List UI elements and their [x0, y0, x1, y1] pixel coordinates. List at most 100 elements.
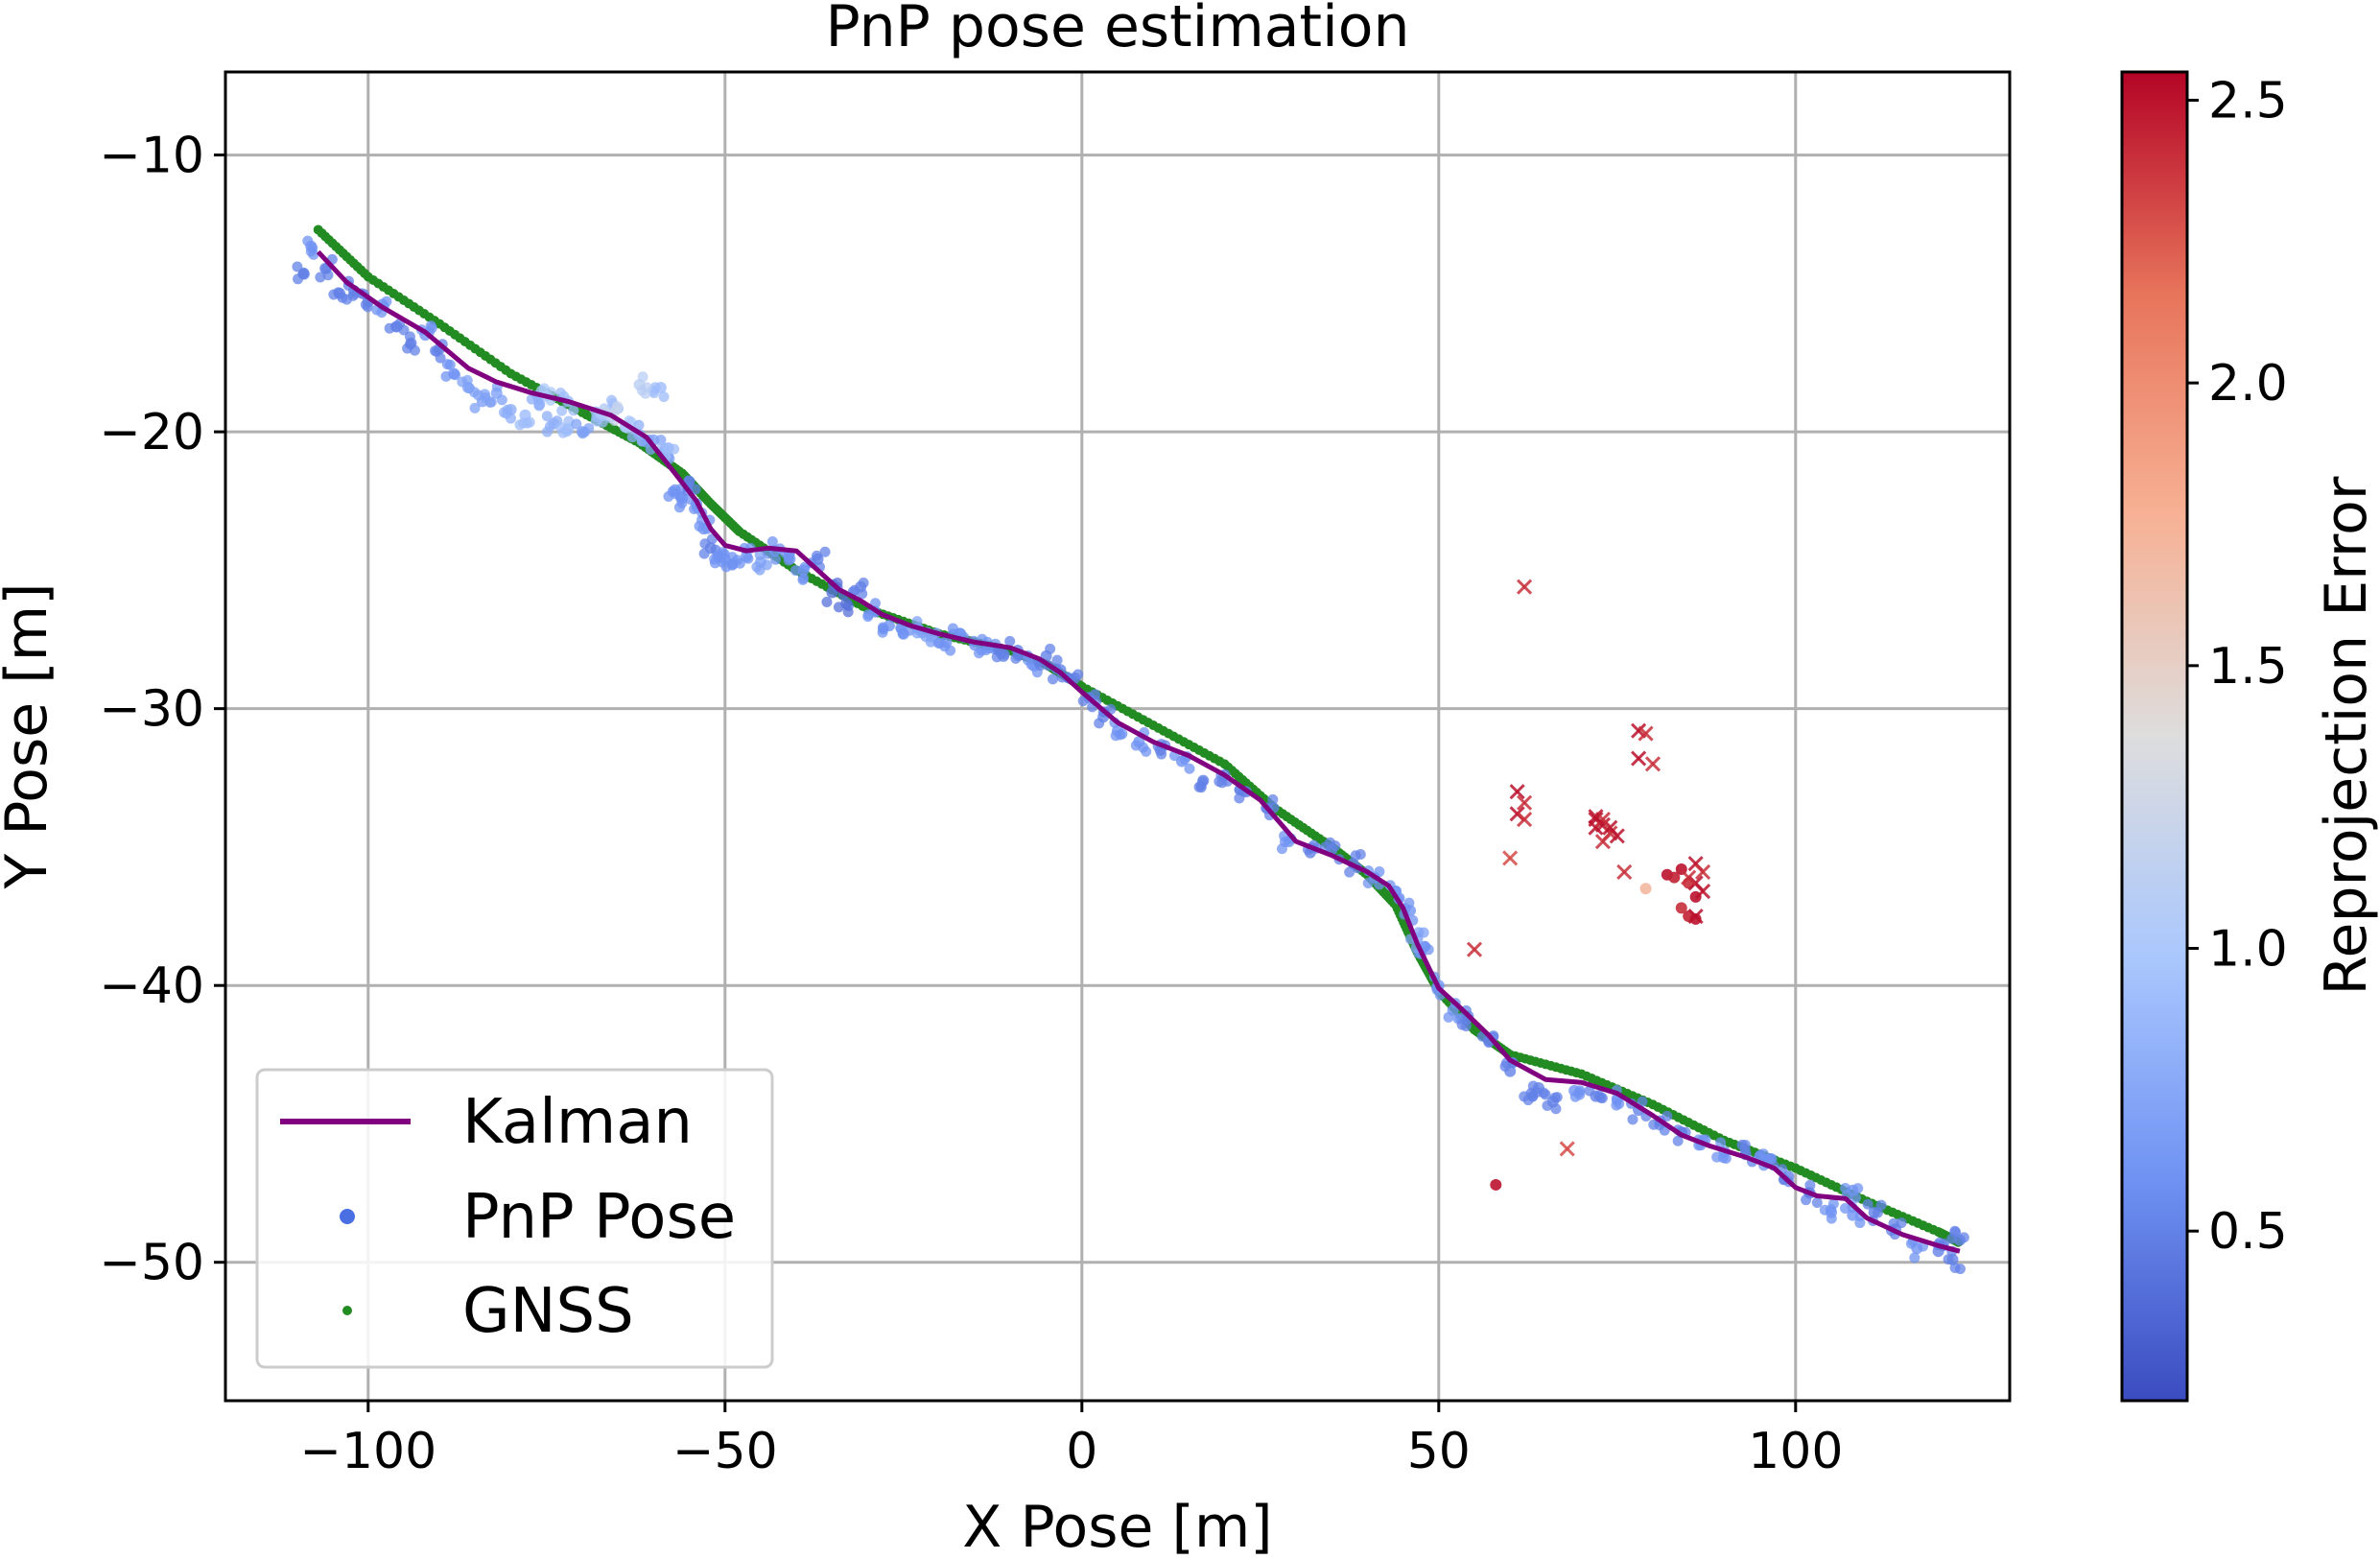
- y-tick-label: −30: [99, 681, 204, 739]
- legend-box: [255, 1068, 774, 1369]
- outlier-cross-stroke: [1466, 941, 1483, 957]
- pnp-pose-point: [1443, 1011, 1454, 1023]
- pnp-pose-point: [734, 557, 745, 569]
- outlier-cross: [1594, 834, 1611, 850]
- colorbar-tick-label: 2.5: [2208, 72, 2288, 130]
- pnp-pose-point: [1045, 643, 1056, 654]
- pnp-pose-point: [1330, 840, 1341, 852]
- pnp-pose-point: [568, 405, 579, 416]
- pnp-pose-point: [305, 246, 317, 257]
- pnp-pose-point: [1276, 843, 1287, 855]
- pnp-pose-point: [1612, 1095, 1623, 1106]
- pnp-pose-point: [381, 295, 392, 307]
- outlier-series: [1466, 579, 1711, 1191]
- pnp-pose-point: [1051, 654, 1063, 666]
- colorbar-tick-label: 2.0: [2208, 355, 2288, 413]
- pnp-pose-point: [1193, 781, 1205, 792]
- pnp-pose-point: [1801, 1194, 1812, 1206]
- outlier-cross-stroke: [1588, 809, 1604, 825]
- pnp-pose-point: [1362, 877, 1374, 888]
- pnp-pose-point: [1403, 897, 1415, 909]
- outlier-cross-stroke: [1681, 869, 1697, 886]
- outlier-cross-stroke: [1631, 750, 1647, 767]
- outlier-cross-stroke: [1631, 722, 1647, 739]
- outlier-cross-stroke: [1594, 812, 1611, 828]
- pnp-pose-point: [980, 644, 992, 655]
- pnp-pose-point: [501, 408, 512, 419]
- pnp-pose-point: [797, 574, 809, 585]
- pnp-pose-point: [390, 321, 402, 333]
- outlier-cross-stroke: [1602, 819, 1618, 836]
- colorbar-ticks: 0.5 1.0 1.5 2.0 2.5: [2187, 72, 2288, 1261]
- pnp-pose-point: [673, 502, 685, 513]
- outlier-cross-stroke: [1517, 812, 1533, 828]
- pnp-pose-point: [1551, 1092, 1563, 1103]
- pnp-pose-point: [441, 359, 453, 370]
- pnp-pose-point: [670, 487, 681, 499]
- pnp-pose-point: [849, 584, 860, 596]
- pnp-pose-point: [1839, 1203, 1850, 1215]
- pnp-pose-point: [484, 396, 496, 408]
- pnp-pose-point: [1661, 1110, 1673, 1122]
- y-axis-ticks: −10 −20 −30 −40 −50: [99, 128, 225, 1292]
- outlier-cross: [1644, 756, 1661, 772]
- outlier-cross: [1517, 812, 1533, 828]
- legend-pnp-label: PnP Pose: [462, 1182, 736, 1253]
- y-axis-label: Y Pose [m]: [0, 583, 60, 890]
- grid: [225, 72, 2010, 1401]
- pnp-pose-point: [1574, 1089, 1586, 1100]
- outlier-point: [1639, 883, 1652, 895]
- pnp-pose-point: [877, 622, 888, 633]
- x-tick-label: −50: [672, 1423, 778, 1480]
- pnp-pose-point: [1862, 1198, 1873, 1210]
- pnp-pose-point: [1627, 1114, 1638, 1125]
- pnp-pose-point: [819, 546, 831, 557]
- pnp-pose-point: [449, 369, 460, 381]
- pnp-pose-point: [1819, 1204, 1830, 1216]
- legend-gnss-label: GNSS: [462, 1276, 634, 1347]
- pnp-pose-point: [469, 402, 481, 413]
- x-tick-label: 0: [1066, 1423, 1097, 1480]
- pnp-pose-point: [932, 637, 944, 649]
- outlier-point: [1490, 1178, 1502, 1191]
- pnp-pose-point: [1637, 1096, 1648, 1107]
- colorbar: 0.5 1.0 1.5 2.0 2.5 Reprojection Error: [2120, 70, 2380, 1403]
- pnp-pose-point: [833, 602, 844, 613]
- colorbar-tick-label: 0.5: [2208, 1203, 2288, 1261]
- pnp-pose-point: [842, 601, 854, 612]
- pnp-pose-point: [1715, 1137, 1727, 1148]
- outlier-cross: [1687, 908, 1704, 925]
- pnp-pose-point: [770, 554, 782, 565]
- pnp-pose-point: [1672, 1135, 1684, 1146]
- outlier-cross-stroke: [1644, 756, 1661, 772]
- pnp-pose-point: [538, 383, 550, 394]
- pnp-pose-point: [1094, 718, 1105, 729]
- pnp-pose-point: [1896, 1217, 1907, 1229]
- pnp-pose-point: [1811, 1197, 1823, 1209]
- pnp-pose-point: [1826, 1213, 1837, 1224]
- pnp-pose-point: [1648, 1119, 1660, 1130]
- pnp-pose-point: [440, 370, 452, 382]
- outlier-cross-stroke: [1517, 579, 1533, 595]
- x-axis-ticks: −100 −50 0 50 100: [299, 1401, 1843, 1480]
- pnp-pose-point: [337, 292, 348, 303]
- pnp-pose-point: [858, 578, 869, 589]
- outlier-cross: [1502, 850, 1519, 866]
- outlier-cross: [1466, 941, 1483, 957]
- pnp-pose-point: [1156, 748, 1167, 760]
- pnp-pose-point: [947, 623, 958, 634]
- legend-kalman-label: Kalman: [462, 1087, 693, 1158]
- pnp-pose-point: [1138, 742, 1149, 753]
- outlier-cross: [1559, 1141, 1575, 1157]
- pnp-pose-point: [1949, 1262, 1961, 1273]
- pnp-pose-point: [302, 235, 314, 247]
- pnp-pose-point: [556, 405, 568, 416]
- pnp-pose-point: [1850, 1192, 1861, 1203]
- outlier-cross: [1517, 579, 1533, 595]
- pnp-pose-point: [292, 261, 303, 272]
- pnp-pose-point: [754, 549, 766, 560]
- pnp-pose-point: [1456, 1019, 1468, 1030]
- pnp-pose-point: [1757, 1148, 1769, 1160]
- outlier-cross: [1681, 869, 1697, 886]
- pnp-pose-point: [612, 401, 624, 413]
